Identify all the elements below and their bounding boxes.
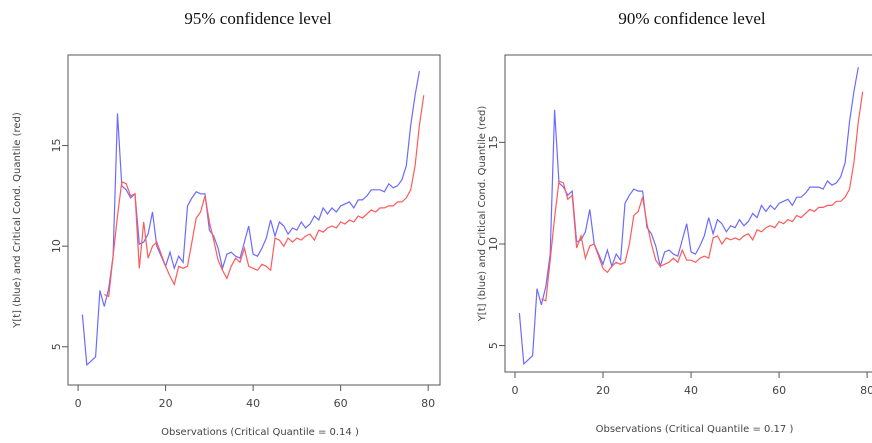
x-tick-label: 0	[511, 384, 518, 397]
x-axis-label: Observations (Critical Quantile = 0.17 )	[596, 424, 794, 435]
x-axis-label: Observations (Critical Quantile = 0.14 )	[161, 427, 359, 438]
x-tick-label: 20	[159, 397, 173, 410]
chart-panel: 90% confidence level Observations (Critic…	[477, 9, 872, 435]
data-line	[541, 91, 864, 302]
x-tick-label: 40	[684, 384, 698, 397]
plot-frame	[504, 54, 872, 373]
x-tick-label: 40	[246, 397, 260, 410]
data-line	[81, 70, 420, 367]
x-tick-label: 20	[596, 384, 610, 397]
y-tick-label: 5	[487, 342, 500, 349]
chart-panel: 95% confidence level Observations (Critic…	[12, 9, 441, 438]
y-tick-label: 15	[487, 135, 500, 149]
data-line	[104, 95, 425, 298]
x-tick-label: 80	[860, 384, 872, 397]
chart-title: 90% confidence level	[618, 9, 766, 28]
y-tick-label: 15	[50, 139, 63, 153]
x-tick-label: 80	[421, 397, 435, 410]
chart-title: 95% confidence level	[184, 9, 332, 28]
plot-frame	[67, 54, 441, 386]
y-tick-label: 10	[487, 237, 500, 251]
y-tick-label: 5	[50, 343, 63, 350]
data-line	[518, 67, 859, 366]
x-tick-label: 0	[75, 397, 82, 410]
y-axis-label: Y[t] (blue) and Critical Cond. Quantile …	[12, 112, 23, 329]
y-tick-label: 10	[50, 239, 63, 253]
x-tick-label: 60	[334, 397, 348, 410]
x-tick-label: 60	[772, 384, 786, 397]
y-axis-label: Y[t] (blue) and Critical Cond. Quantile …	[477, 106, 488, 323]
